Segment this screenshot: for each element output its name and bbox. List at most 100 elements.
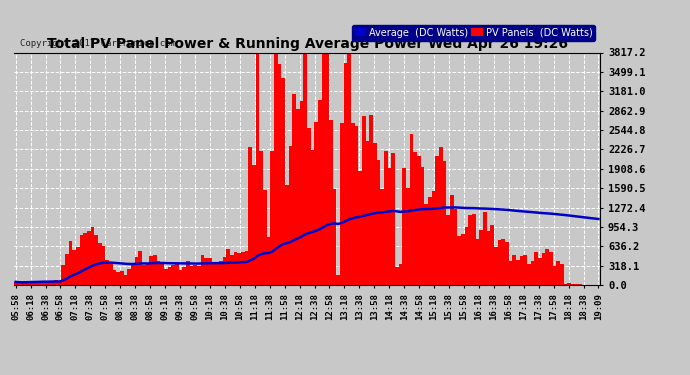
Bar — [160, 264, 164, 285]
Bar — [296, 109, 299, 285]
Bar — [516, 260, 520, 285]
Bar — [347, 53, 351, 285]
Bar — [366, 141, 369, 285]
Bar — [39, 281, 43, 285]
Bar — [417, 156, 421, 285]
Bar — [454, 209, 457, 285]
Bar — [494, 247, 497, 285]
Bar — [358, 171, 362, 285]
Bar — [124, 274, 128, 285]
Bar — [340, 123, 344, 285]
Bar — [179, 270, 182, 285]
Bar — [560, 264, 564, 285]
Bar — [549, 252, 553, 285]
Bar — [274, 53, 277, 285]
Bar — [76, 247, 80, 285]
Bar — [131, 265, 135, 285]
Bar — [534, 252, 538, 285]
Bar — [502, 239, 505, 285]
Bar — [193, 265, 197, 285]
Bar — [329, 120, 333, 285]
Bar — [219, 261, 223, 285]
Bar — [344, 63, 347, 285]
Bar — [377, 160, 380, 285]
Bar — [435, 156, 439, 285]
Bar — [87, 231, 91, 285]
Bar — [315, 122, 318, 285]
Bar — [164, 270, 168, 285]
Bar — [65, 254, 69, 285]
Bar — [373, 142, 377, 285]
Bar — [223, 257, 226, 285]
Bar — [402, 168, 406, 285]
Bar — [282, 78, 285, 285]
Bar — [54, 280, 58, 285]
Bar — [388, 168, 391, 285]
Bar — [432, 191, 435, 285]
Bar — [464, 227, 469, 285]
Bar — [575, 284, 578, 285]
Bar — [527, 264, 531, 285]
Bar — [277, 64, 282, 285]
Bar — [204, 258, 208, 285]
Bar — [288, 146, 293, 285]
Bar — [497, 240, 502, 285]
Bar — [384, 151, 388, 285]
Bar — [263, 190, 267, 285]
Bar — [58, 281, 61, 285]
Bar — [201, 255, 204, 285]
Bar — [72, 250, 76, 285]
Bar — [267, 237, 270, 285]
Bar — [545, 249, 549, 285]
Bar — [171, 265, 175, 285]
Bar — [80, 234, 83, 285]
Bar — [91, 227, 95, 285]
Bar — [483, 212, 486, 285]
Bar — [531, 261, 534, 285]
Bar — [307, 128, 310, 285]
Bar — [21, 282, 25, 285]
Bar — [14, 282, 17, 285]
Bar — [304, 53, 307, 285]
Bar — [523, 255, 527, 285]
Bar — [139, 251, 142, 285]
Bar — [83, 233, 87, 285]
Bar — [230, 255, 234, 285]
Legend: Average  (DC Watts), PV Panels  (DC Watts): Average (DC Watts), PV Panels (DC Watts) — [352, 25, 595, 40]
Bar — [567, 284, 571, 285]
Bar — [310, 150, 315, 285]
Bar — [380, 189, 384, 285]
Bar — [241, 252, 245, 285]
Bar — [215, 263, 219, 285]
Bar — [391, 153, 395, 285]
Bar — [439, 147, 443, 285]
Bar — [32, 282, 36, 285]
Bar — [245, 251, 248, 285]
Bar — [450, 195, 454, 285]
Bar — [212, 263, 215, 285]
Bar — [186, 261, 190, 285]
Bar — [406, 188, 410, 285]
Bar — [17, 282, 21, 285]
Bar — [190, 266, 193, 285]
Bar — [578, 284, 582, 285]
Bar — [472, 214, 475, 285]
Bar — [457, 236, 461, 285]
Bar — [197, 266, 201, 285]
Bar — [491, 225, 494, 285]
Bar — [475, 239, 480, 285]
Bar — [446, 214, 450, 285]
Bar — [509, 261, 512, 285]
Bar — [553, 266, 556, 285]
Bar — [542, 253, 545, 285]
Bar — [168, 267, 171, 285]
Bar — [413, 152, 417, 285]
Bar — [421, 167, 424, 285]
Bar — [369, 115, 373, 285]
Bar — [461, 234, 464, 285]
Bar — [47, 282, 50, 285]
Bar — [234, 252, 237, 285]
Text: Copyright 2017 Cartronics.com: Copyright 2017 Cartronics.com — [19, 39, 175, 48]
Bar — [50, 282, 54, 285]
Bar — [480, 231, 483, 285]
